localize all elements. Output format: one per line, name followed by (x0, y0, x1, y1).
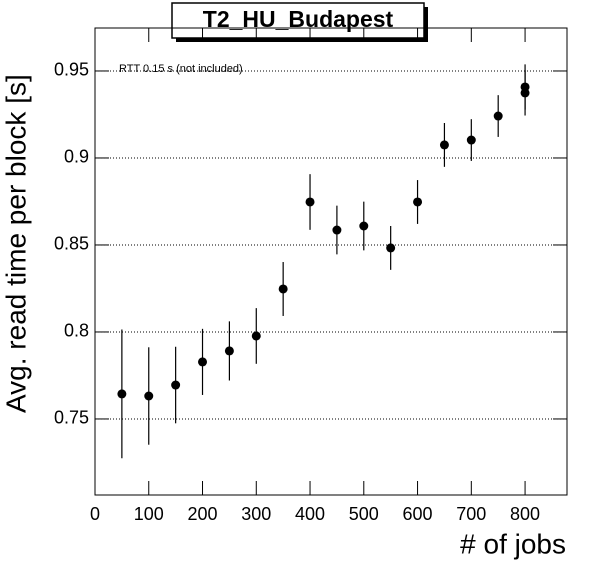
x-tick-label: 200 (187, 504, 217, 524)
x-tick-label: 300 (241, 504, 271, 524)
x-tick-label: 800 (510, 504, 540, 524)
point (413, 197, 423, 207)
y-tick-label: 0.95 (54, 60, 89, 80)
x-tick-label: 700 (456, 504, 486, 524)
point (332, 225, 342, 235)
y-tick-label: 0.85 (54, 234, 89, 254)
x-tick-label: 600 (403, 504, 433, 524)
x-tick-label: 100 (134, 504, 164, 524)
point (117, 389, 127, 399)
x-axis-label: # of jobs (460, 528, 566, 559)
point (520, 88, 530, 98)
point (144, 391, 154, 401)
point (359, 221, 369, 231)
annotation: RTT 0.15 s (not included) (119, 63, 243, 75)
y-axis-label: Avg. read time per block [s] (0, 74, 31, 413)
point (386, 243, 396, 253)
title-box (171, 2, 425, 39)
point (305, 197, 315, 207)
point (251, 331, 261, 341)
x-tick-label: 0 (90, 504, 100, 524)
point (278, 284, 288, 294)
plot-frame (94, 27, 568, 496)
x-tick-label: 500 (349, 504, 379, 524)
point (198, 357, 208, 367)
y-tick-label: 0.75 (54, 408, 89, 428)
y-tick-label: 0.9 (64, 147, 89, 167)
y-tick-label: 0.8 (64, 321, 89, 341)
point (171, 380, 181, 390)
point (493, 111, 503, 121)
point (466, 135, 476, 145)
point (439, 140, 449, 150)
x-tick-label: 400 (295, 504, 325, 524)
point (224, 346, 234, 356)
